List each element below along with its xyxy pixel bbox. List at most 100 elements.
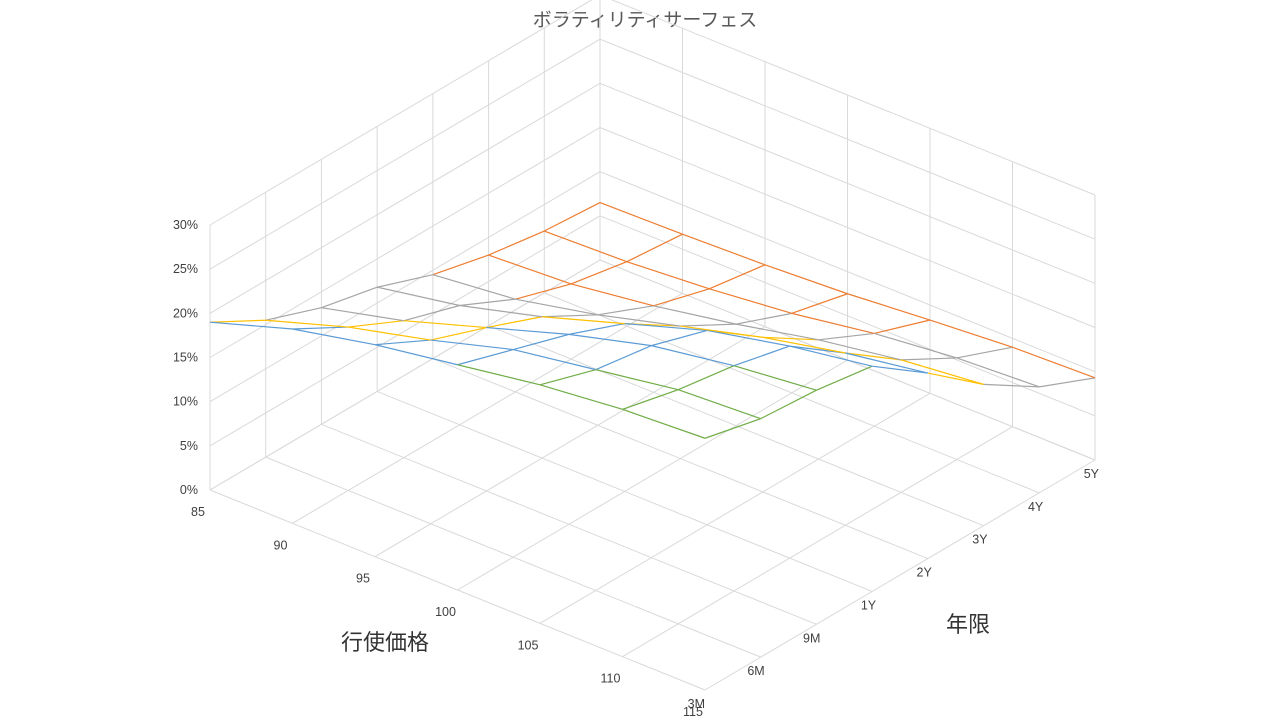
surface-segment [735, 323, 819, 341]
surface-segment [542, 314, 598, 318]
surface-segment [901, 357, 957, 361]
surface-segment [983, 383, 1040, 388]
surface-segment [432, 254, 489, 276]
floor-gridline [374, 326, 766, 558]
surface-segment [377, 286, 460, 307]
surface-segment [599, 202, 683, 235]
surface-segment [515, 283, 572, 300]
surface-segment [791, 312, 875, 335]
surface-segment [680, 323, 737, 327]
surface-segment [348, 326, 431, 341]
surface-segment [733, 365, 817, 391]
surface-segment [570, 261, 628, 285]
surface-segment [542, 316, 625, 325]
surface-segment [900, 359, 984, 385]
surface-segment [597, 305, 654, 316]
z-tick-label: 10% [173, 395, 198, 409]
surface-segment [430, 326, 487, 341]
surface-segment [1039, 377, 1096, 388]
surface-segment [818, 339, 902, 361]
surface-segment [764, 264, 848, 295]
surface-segment [568, 323, 625, 335]
surface-segment [735, 312, 792, 325]
surface-segment [622, 389, 679, 410]
surface-segment [348, 320, 404, 328]
surface-segment [847, 293, 931, 321]
surface-segment [927, 372, 984, 385]
surface-segment [651, 329, 708, 347]
surface-segment [459, 304, 543, 318]
strike-tick-label: 115 [683, 705, 703, 719]
surface-segment [377, 274, 433, 288]
z-tick-label: 15% [173, 351, 198, 365]
surface-segment [544, 230, 627, 263]
surface-segment [374, 339, 431, 346]
surface-segment [457, 348, 514, 366]
surface-segment [789, 345, 846, 354]
surface-segment [488, 230, 545, 256]
back-wall-grid [209, 0, 1096, 491]
surface-segment [568, 333, 652, 347]
surface-segment [539, 384, 623, 410]
strike-tick-label: 85 [191, 505, 205, 519]
floor-gridline [488, 325, 984, 527]
surface-segment [651, 345, 735, 367]
surface-segment [539, 369, 596, 386]
surface-segment [874, 332, 957, 359]
surface-segment [544, 202, 601, 232]
floor-gridline [209, 489, 706, 691]
surface-segment [845, 352, 928, 374]
surface-segment [874, 319, 931, 335]
strike-tick-label: 110 [601, 672, 621, 686]
z-tick-label: 20% [173, 306, 198, 320]
surface-segment [292, 326, 349, 330]
surface-segment [595, 345, 652, 371]
z-tick-label: 30% [173, 218, 198, 232]
z-tick-label: 5% [180, 439, 198, 453]
surface-segment [704, 418, 761, 439]
surface-segment [265, 319, 349, 328]
surface-segment [762, 336, 846, 354]
surface-segment [762, 336, 819, 341]
surface-wireframe [209, 202, 1096, 439]
surface-segment [265, 307, 322, 321]
surface-segment [321, 286, 378, 309]
floor-gridline [704, 459, 1096, 691]
surface-segment [209, 319, 266, 323]
maturity-tick-label: 4Y [1028, 500, 1044, 514]
surface-segment [653, 305, 737, 325]
maturity-tick-label: 6M [747, 664, 764, 678]
surface-segment [626, 233, 683, 263]
maturity-tick-label: 1Y [861, 598, 877, 612]
surface-segment [678, 389, 761, 420]
floor-gridline [544, 292, 1040, 494]
strike-tick-label: 100 [435, 605, 456, 619]
z-tick-label: 25% [173, 262, 198, 276]
strike-tick-label: 90 [274, 538, 288, 552]
surface-segment [486, 316, 543, 329]
surface-segment [515, 298, 598, 316]
surface-segment [513, 333, 570, 351]
floor-grid [209, 259, 1096, 691]
surface-segment [709, 288, 792, 314]
surface-segment [430, 339, 514, 351]
surface-segment [459, 298, 516, 307]
surface-segment [818, 332, 875, 341]
floor-gridline [265, 456, 761, 658]
surface-segment [321, 307, 405, 322]
surface-segment [791, 293, 848, 314]
surface-segment [486, 326, 569, 335]
surface-segment [680, 325, 763, 338]
floor-gridline [432, 358, 929, 560]
floor-gridline [457, 359, 848, 591]
surface-segment [789, 345, 873, 367]
wall-gridline [209, 259, 1096, 491]
surface-segment [374, 344, 458, 366]
maturity-tick-label: 5Y [1084, 467, 1100, 481]
surface-segment [570, 283, 654, 307]
surface-segment [457, 364, 541, 386]
floor-gridline [292, 292, 683, 524]
surface-segment [872, 365, 928, 374]
